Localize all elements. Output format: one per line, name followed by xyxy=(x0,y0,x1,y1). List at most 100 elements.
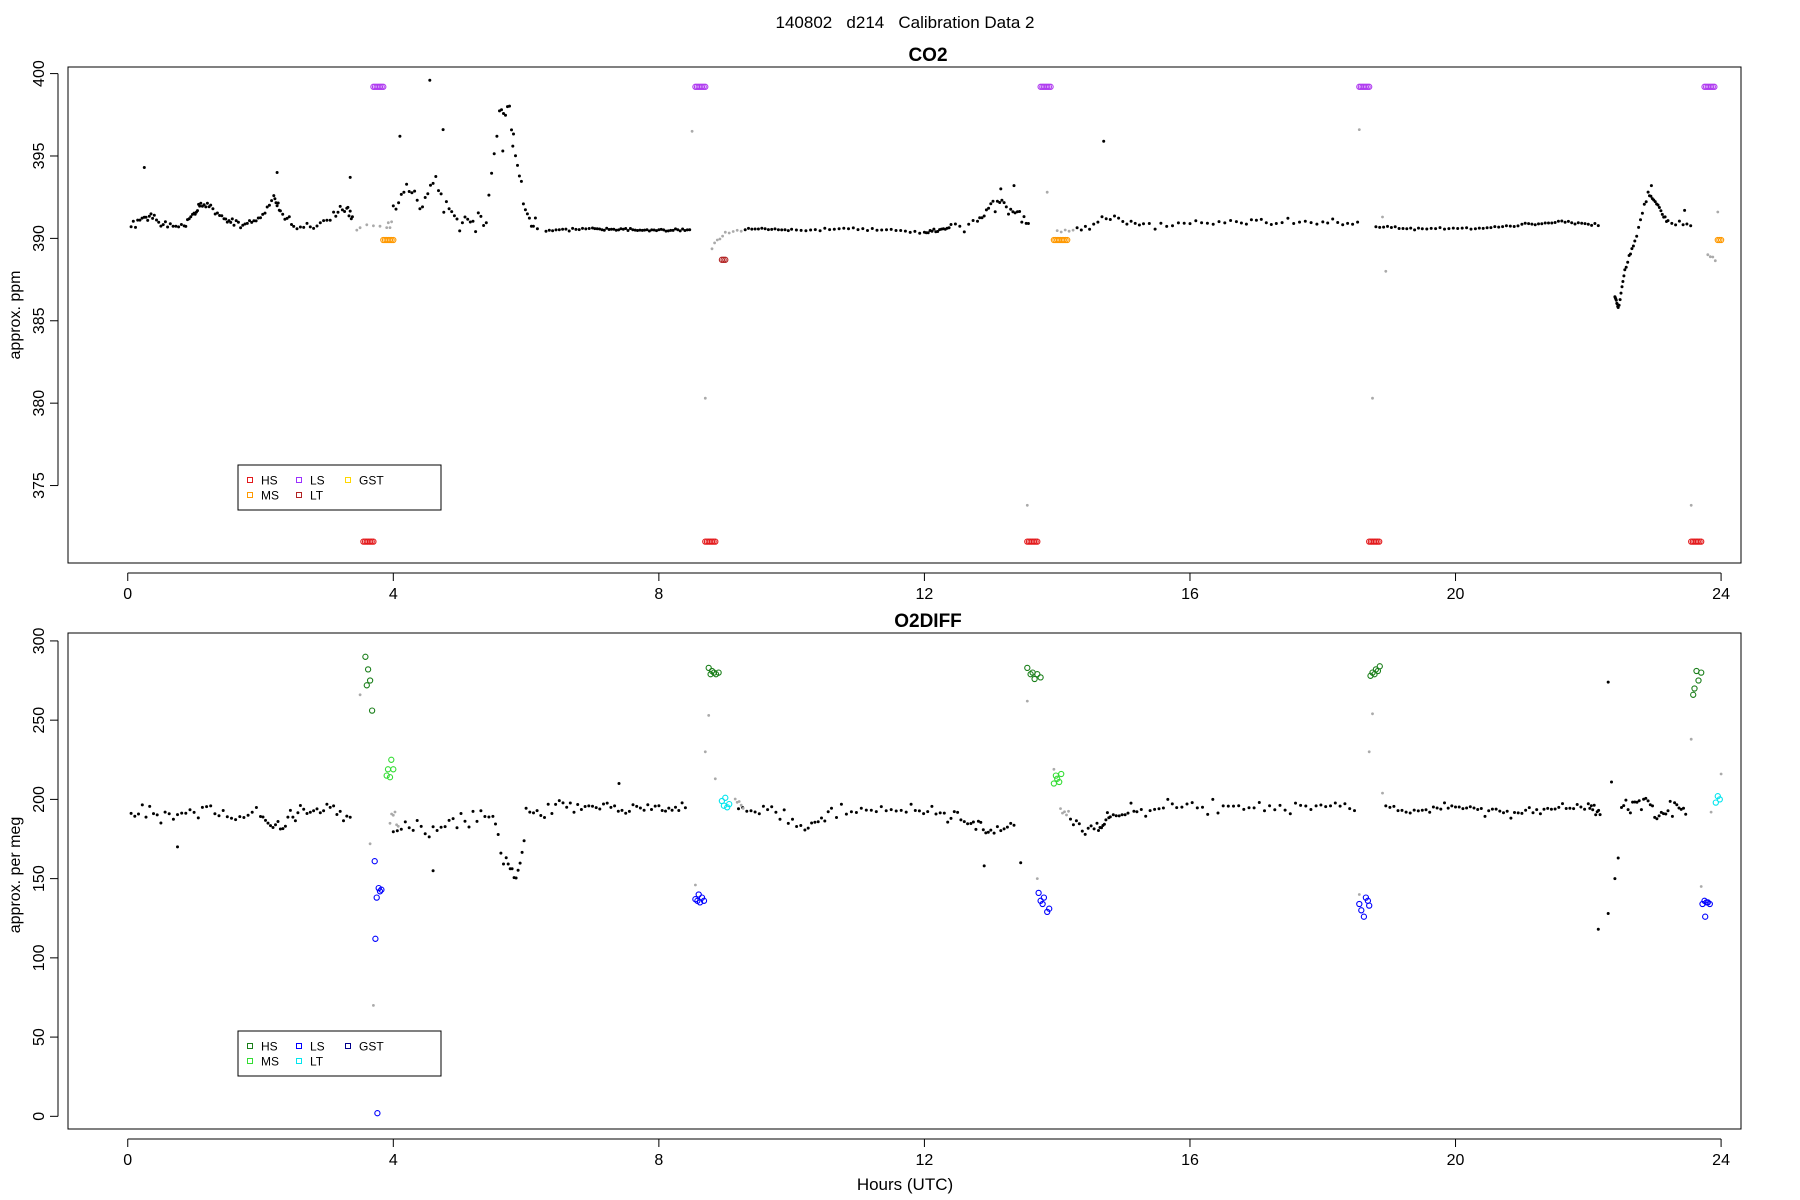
data-point xyxy=(1682,806,1685,810)
data-point xyxy=(291,815,295,819)
data-point xyxy=(571,226,575,230)
data-point xyxy=(1264,221,1268,225)
data-point xyxy=(1479,807,1483,810)
data-point xyxy=(803,828,807,832)
data-point xyxy=(1619,291,1623,295)
data-point xyxy=(999,187,1003,191)
data-point xyxy=(624,811,628,815)
data-point xyxy=(946,820,950,824)
data-point xyxy=(979,820,983,824)
data-point xyxy=(543,816,546,819)
data-point xyxy=(1286,216,1290,220)
data-point xyxy=(660,809,664,812)
data-point xyxy=(1588,806,1592,810)
data-point xyxy=(1004,205,1008,209)
data-point xyxy=(591,226,594,230)
data-point xyxy=(572,810,576,814)
data-point xyxy=(842,226,846,230)
data-point xyxy=(1549,807,1553,811)
data-point xyxy=(519,179,523,183)
data-point xyxy=(602,802,605,806)
data-point xyxy=(1137,223,1141,227)
data-point xyxy=(142,166,146,169)
data-point xyxy=(609,227,613,231)
data-point xyxy=(218,214,222,217)
data-point xyxy=(224,217,228,221)
data-point xyxy=(1025,503,1029,507)
data-point xyxy=(995,199,999,203)
data-point xyxy=(276,820,280,823)
data-point xyxy=(847,227,850,231)
data-point xyxy=(1456,227,1460,230)
data-point xyxy=(510,128,513,132)
data-point xyxy=(1443,801,1446,805)
data-point xyxy=(287,215,291,219)
data-point xyxy=(1606,912,1610,915)
data-point xyxy=(346,205,350,209)
data-point xyxy=(451,817,455,821)
data-point xyxy=(1537,222,1540,226)
data-point xyxy=(508,104,511,108)
data-point xyxy=(676,228,680,232)
data-point xyxy=(506,862,510,866)
data-point xyxy=(202,203,206,207)
calibration-point xyxy=(1376,538,1383,545)
data-point xyxy=(823,819,827,823)
data-point xyxy=(1431,805,1435,809)
data-point xyxy=(1242,807,1246,811)
o2diff-plot-frame xyxy=(67,632,1742,1130)
data-point xyxy=(1114,814,1118,818)
data-point xyxy=(179,223,183,226)
data-point xyxy=(1259,217,1263,221)
data-point xyxy=(332,804,336,808)
data-point xyxy=(1644,200,1648,204)
data-point xyxy=(1019,861,1023,865)
data-point xyxy=(215,211,219,215)
data-point xyxy=(544,229,548,233)
data-point xyxy=(1237,804,1241,808)
data-point xyxy=(1677,219,1681,223)
data-point xyxy=(1273,808,1277,812)
data-point xyxy=(491,814,495,818)
legend-label: GST xyxy=(359,474,384,488)
data-point xyxy=(1324,805,1328,809)
data-point xyxy=(583,805,587,808)
data-point xyxy=(439,192,443,196)
data-point xyxy=(703,750,707,754)
data-point xyxy=(770,805,774,809)
data-point xyxy=(487,193,491,197)
data-point xyxy=(252,219,256,223)
data-point xyxy=(936,230,940,233)
data-point xyxy=(234,219,238,223)
data-point xyxy=(176,813,179,817)
data-point xyxy=(1063,228,1067,232)
data-point xyxy=(1315,222,1319,226)
data-point xyxy=(1494,807,1498,811)
data-point xyxy=(776,228,780,232)
data-point xyxy=(694,883,697,887)
data-point xyxy=(1460,226,1464,230)
data-point xyxy=(238,815,242,819)
data-point xyxy=(587,804,591,808)
data-point xyxy=(171,817,175,821)
x-tick-label: 4 xyxy=(389,586,398,603)
data-point xyxy=(1575,803,1579,806)
data-point xyxy=(737,807,740,811)
data-point xyxy=(184,811,188,815)
data-point xyxy=(290,223,293,226)
data-point xyxy=(1309,221,1313,225)
data-point xyxy=(830,806,833,810)
data-point xyxy=(482,224,486,227)
data-point xyxy=(1457,805,1461,809)
data-point xyxy=(1343,802,1347,806)
data-point xyxy=(343,210,347,213)
data-point xyxy=(1644,796,1648,800)
data-point xyxy=(283,824,287,828)
data-point xyxy=(1013,211,1017,215)
calibration-point xyxy=(1031,675,1038,683)
data-point xyxy=(1716,210,1720,214)
data-point xyxy=(1357,128,1361,132)
data-point xyxy=(646,803,650,807)
data-point xyxy=(1239,221,1243,225)
data-point xyxy=(348,209,352,213)
